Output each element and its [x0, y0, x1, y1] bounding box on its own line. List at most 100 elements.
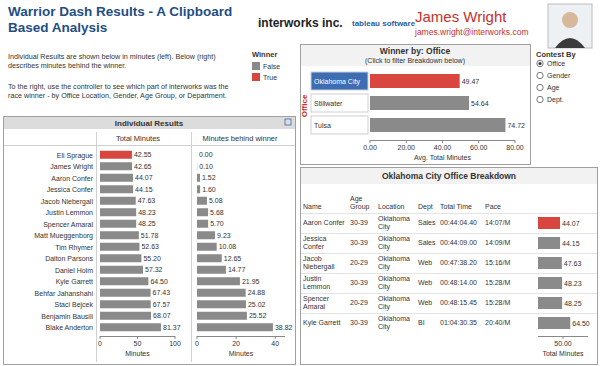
tick-label: 0.00	[363, 144, 377, 151]
radio-label[interactable]: Dept.	[547, 96, 564, 104]
dashboard: interworks inc.tableau softwareJames Wri…	[0, 0, 600, 366]
bar	[197, 277, 240, 285]
table-cell: 20-29	[350, 253, 376, 273]
tick	[370, 140, 371, 143]
row-label: Aaron Confer	[51, 175, 93, 182]
panel-title: Winner by: Office	[380, 46, 451, 56]
table-cell: Sales	[418, 233, 438, 253]
data-label: 67.43	[153, 289, 171, 296]
tick-label: 0	[195, 340, 199, 347]
row-label: Matt Mueggenborg	[34, 232, 93, 240]
row-label: Behfar Jahanshahi	[35, 290, 94, 297]
bar	[197, 208, 208, 216]
logo: tableau software	[352, 19, 416, 28]
bar	[197, 162, 198, 170]
bar	[197, 289, 246, 297]
data-label: 44.07	[135, 174, 153, 181]
table-cell: 14:09/M	[485, 233, 519, 253]
tick	[236, 336, 237, 339]
category-cell[interactable]	[311, 94, 368, 112]
tick-label: 20	[232, 340, 240, 347]
table-cell: 30-39	[350, 313, 376, 333]
data-label: 0.10	[199, 163, 213, 170]
legend-title: Winner	[252, 50, 277, 59]
bar	[538, 277, 562, 289]
column-divider	[191, 132, 192, 362]
table-cell: Oklahoma City	[378, 213, 416, 233]
row-divider	[301, 253, 597, 254]
row-divider	[301, 313, 597, 314]
category-cell[interactable]	[311, 72, 368, 90]
data-label: 51.78	[141, 232, 159, 239]
table-cell: 30-39	[350, 233, 376, 253]
photo-body	[555, 38, 585, 48]
category-label[interactable]: Oklahoma City	[314, 78, 360, 86]
description: Individual Results are shown below in mi…	[8, 52, 240, 70]
data-label: 25.52	[249, 312, 267, 319]
axis-title: Minutes	[125, 350, 150, 357]
column-header: Total Minutes	[116, 134, 160, 143]
bars	[538, 217, 570, 329]
column-header: Pace	[485, 189, 519, 211]
bar	[100, 220, 136, 228]
data-label: 42.65	[134, 163, 152, 170]
radio[interactable]	[537, 60, 543, 66]
row-label: Blake Anderton	[46, 324, 94, 331]
row-label: Justin Lemmon	[46, 209, 94, 216]
table-cell: Justin Lemmon	[303, 273, 347, 293]
data-label: 81.37	[163, 324, 181, 331]
table-cell: 15:16/M	[485, 253, 519, 273]
bar	[100, 243, 139, 251]
table-cell: Aaron Confer	[303, 213, 347, 233]
data-label: 38.82	[275, 324, 293, 331]
tick-label: 0	[98, 340, 102, 347]
panel-title-bar	[301, 168, 597, 184]
data-label: 67.57	[153, 301, 171, 308]
radio[interactable]	[537, 72, 543, 78]
radio[interactable]	[537, 96, 543, 102]
row-divider	[301, 213, 597, 214]
row-label: Eli Sprague	[57, 152, 93, 160]
table-cell: Oklahoma City	[378, 273, 416, 293]
data-label: 1.60	[202, 186, 216, 193]
tick	[515, 140, 516, 143]
legend-label: False	[263, 63, 280, 70]
radio-label[interactable]: Age	[547, 84, 560, 92]
bar	[100, 231, 139, 239]
category-label[interactable]: Stillwater	[314, 100, 343, 107]
category-cell[interactable]	[311, 116, 368, 134]
column-header: Location	[378, 189, 416, 211]
data-label: 10.08	[219, 243, 237, 250]
data-label: 68.07	[153, 312, 171, 319]
radio[interactable]	[537, 84, 543, 90]
bar	[197, 231, 215, 239]
column-header: Age Group	[350, 189, 376, 211]
bar	[197, 151, 198, 159]
tick-label: 80.00	[506, 144, 524, 151]
data-label: 48.25	[564, 300, 582, 307]
axis-title: Total Minutes	[542, 350, 584, 357]
table-cell: 30-39	[350, 273, 376, 293]
data-label: 24.88	[248, 289, 266, 296]
bar	[100, 312, 151, 320]
tick-label: 50.00	[554, 340, 572, 347]
table-cell: Spencer Amaral	[303, 293, 347, 313]
winner-panel	[301, 45, 531, 165]
table-cell: Oklahoma City	[378, 233, 416, 253]
table-cell: Oklahoma City	[378, 253, 416, 273]
bar	[197, 185, 200, 193]
bar	[100, 197, 136, 205]
data-label: 47.63	[564, 260, 582, 267]
panel-title: Oklahoma City Office Breakdown	[382, 171, 516, 181]
panel-title: Individual Results	[115, 119, 184, 128]
data-label: 47.63	[138, 197, 156, 204]
bar	[538, 217, 560, 229]
row-label: James Wright	[50, 163, 93, 171]
popout-icon	[285, 119, 291, 125]
radio-label[interactable]: Gender	[547, 72, 571, 79]
category-label[interactable]: Tulsa	[314, 122, 331, 129]
radio-label[interactable]: Office	[547, 60, 565, 67]
panel-title-bar	[4, 117, 295, 129]
data-label: 49.47	[462, 78, 480, 85]
data-label: 5.68	[210, 209, 224, 216]
